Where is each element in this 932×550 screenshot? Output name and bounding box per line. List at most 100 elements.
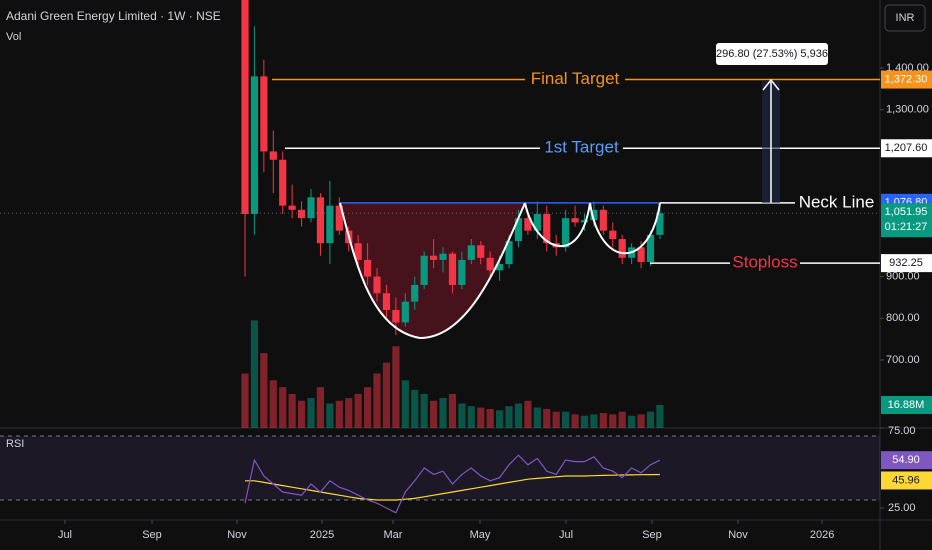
volume-bar	[514, 403, 523, 428]
level-label-badge	[881, 254, 932, 273]
volume-bar	[524, 400, 532, 428]
candle-body	[250, 76, 259, 214]
annotation: 296.80 (27.53%) 5,936	[716, 48, 828, 60]
annotation-box	[716, 43, 828, 65]
candle-body	[467, 245, 475, 260]
volume-bar	[477, 407, 485, 428]
candle-body	[392, 309, 400, 323]
volume-bar	[458, 403, 466, 428]
x-tick-label: Jul	[559, 529, 573, 541]
volume-bar	[496, 410, 504, 428]
currency-box[interactable]	[884, 4, 926, 32]
candle-body	[354, 243, 362, 260]
volume-bar	[241, 373, 249, 428]
candle-body	[562, 218, 570, 248]
level-label-badge	[881, 70, 932, 89]
candle-body	[590, 209, 598, 221]
candle-body	[571, 218, 579, 223]
volume-bar	[411, 389, 419, 428]
candle-body	[646, 234, 655, 262]
y-tick-label: 1,300.00	[886, 104, 929, 116]
candle-body	[477, 245, 485, 258]
candle-body	[637, 247, 645, 262]
volume-bar	[354, 393, 362, 428]
y-tick-label: 700.00	[886, 354, 920, 366]
x-tick-label: 2025	[310, 529, 334, 541]
level-label: 932.25	[889, 257, 923, 269]
rsi-ma-label-badge	[881, 471, 932, 490]
candle-body	[288, 205, 296, 210]
volume-bar	[646, 411, 655, 428]
y-tick-label: 900.00	[886, 270, 920, 282]
volume-bar	[420, 393, 428, 428]
candle-body	[533, 214, 541, 231]
level-name: Neck Line	[799, 192, 875, 211]
candle-body	[505, 241, 513, 265]
candle-body	[373, 276, 381, 294]
volume-bar	[618, 411, 626, 428]
x-tick-label: Nov	[728, 529, 748, 541]
level-label: 1,372.30	[885, 73, 928, 85]
candle-body	[297, 209, 306, 219]
volume-bar	[628, 415, 636, 428]
volume-bar	[486, 408, 494, 428]
level-label: 1,207.60	[885, 142, 928, 154]
handle-curve	[524, 202, 661, 255]
currency[interactable]: INR	[896, 12, 915, 24]
x-tick-label: Sep	[142, 529, 162, 541]
volume-bar	[345, 398, 353, 428]
candle-body	[411, 284, 419, 302]
volume-bar	[448, 393, 457, 428]
candle-body	[618, 239, 626, 258]
candle-body	[599, 209, 607, 231]
volume-bar	[439, 398, 447, 428]
volume-bar	[590, 414, 598, 428]
x-tick-label: May	[470, 529, 491, 541]
candle-body	[458, 259, 466, 285]
volume-bar	[637, 414, 645, 428]
level-name: Final Target	[531, 69, 620, 88]
candle-body	[430, 255, 438, 260]
candle-body	[609, 230, 617, 240]
x-tick-label: Jul	[58, 529, 72, 541]
rsi-tick-label: 75.00	[888, 425, 916, 437]
candle-body	[580, 220, 589, 223]
candle-body	[543, 214, 551, 244]
candle-body	[514, 218, 523, 242]
candle-body	[401, 301, 409, 323]
measure-arrow-head	[762, 78, 780, 91]
volume-bar	[656, 405, 664, 428]
rsi-label: 54.90	[892, 454, 920, 466]
candle-body	[269, 151, 277, 160]
volume-bar	[316, 387, 325, 428]
candle-body	[260, 76, 268, 152]
volume-bar	[363, 387, 372, 428]
volume-bar	[382, 362, 391, 428]
volume-title: Vol	[6, 31, 21, 43]
volume-bar	[307, 398, 315, 428]
rsi-band	[0, 436, 880, 500]
last-price-badge	[881, 203, 932, 238]
volume-bar	[392, 346, 400, 428]
rsi-label-badge	[881, 451, 932, 470]
candle-body	[486, 257, 494, 271]
candle-body	[241, 0, 249, 215]
volume-bar	[279, 387, 287, 428]
candle-body	[382, 293, 391, 310]
volume-label-badge	[881, 396, 932, 415]
chart-title: Adani Green Energy Limited · 1W · NSE	[6, 9, 221, 23]
volume-bar	[580, 415, 589, 428]
cup-curve	[339, 202, 526, 340]
volume-bar	[260, 353, 268, 428]
rsi-ma-line	[245, 473, 660, 501]
volume-bar	[543, 408, 551, 428]
volume-bar	[552, 411, 560, 428]
volume-bar	[373, 373, 381, 428]
countdown: 01:21:27	[885, 221, 928, 233]
candle-body	[439, 253, 447, 260]
volume-bar	[562, 411, 570, 428]
volume-bar	[609, 414, 617, 428]
level-name: 1st Target	[544, 138, 619, 157]
x-tick-label: 2026	[810, 529, 834, 541]
candle-body	[363, 259, 372, 277]
